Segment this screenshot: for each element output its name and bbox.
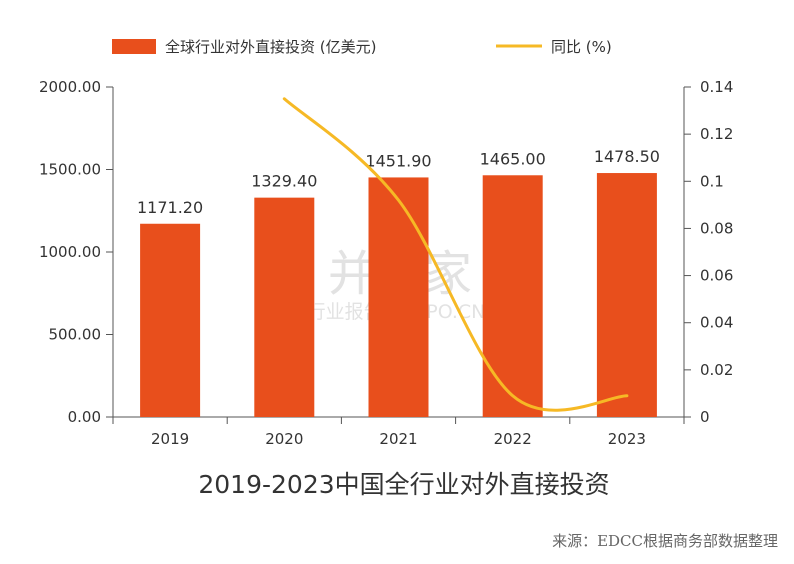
bar-value-label: 1171.20 <box>137 198 203 217</box>
y-right-tick-label: 0 <box>700 408 710 426</box>
x-tick-label: 2019 <box>151 430 189 448</box>
bar-value-label: 1451.90 <box>365 151 431 170</box>
line-series <box>282 97 629 412</box>
y-left-tick-label: 0.00 <box>68 408 101 426</box>
x-tick-label: 2022 <box>494 430 532 448</box>
y-right-tick-label: 0.02 <box>700 361 733 379</box>
bar-value-label: 1465.00 <box>480 149 546 168</box>
legend-line-label: 同比 (%) <box>551 38 612 56</box>
legend: 全球行业对外直接投资 (亿美元) 同比 (%) <box>112 38 612 56</box>
bar <box>596 173 657 417</box>
bar <box>254 197 315 417</box>
bar-value-label: 1478.50 <box>594 147 660 166</box>
y-right-tick-label: 0.1 <box>700 172 724 190</box>
chart-title: 2019-2023中国全行业对外直接投资 <box>198 470 609 499</box>
x-tick-label: 2023 <box>608 430 646 448</box>
y-left-tick-label: 1000.00 <box>39 243 101 261</box>
y-right-tick-label: 0.08 <box>700 219 733 237</box>
y-right-tick-label: 0.04 <box>700 314 733 332</box>
y-right-tick-label: 0.06 <box>700 267 733 285</box>
y-right-tick-label: 0.12 <box>700 125 733 143</box>
bar <box>482 175 543 417</box>
legend-bar-swatch <box>112 39 156 54</box>
y-right-tick-label: 0.14 <box>700 78 733 96</box>
bar <box>140 223 201 417</box>
y-left-tick-label: 500.00 <box>49 326 102 344</box>
source-note: 来源：EDCC根据商务部数据整理 <box>552 532 778 550</box>
y-left-tick-label: 1500.00 <box>39 161 101 179</box>
y-left-tick-label: 2000.00 <box>39 78 101 96</box>
bar <box>368 177 429 417</box>
line-series-path <box>282 97 629 412</box>
axes: 0.00 500.00 1000.00 1500.00 2000.00 0 0.02 0.04… <box>39 78 733 448</box>
bar-value-label: 1329.40 <box>251 172 317 191</box>
legend-bar-label: 全球行业对外直接投资 (亿美元) <box>165 38 376 56</box>
bar-labels: 1171.20 1329.40 1451.90 1465.00 1478.50 <box>137 147 660 217</box>
x-tick-label: 2021 <box>379 430 417 448</box>
bars <box>140 173 657 417</box>
x-tick-label: 2020 <box>265 430 303 448</box>
